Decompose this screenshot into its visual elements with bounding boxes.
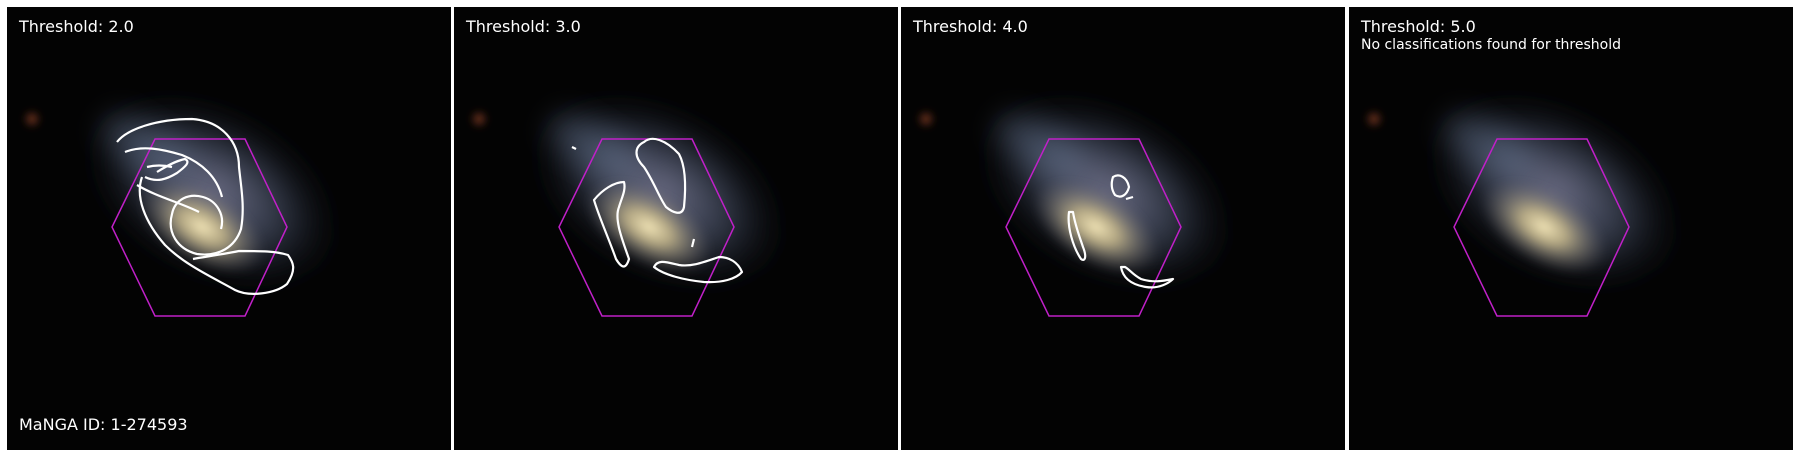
ifu-hexagon	[111, 138, 288, 317]
threshold-label: Threshold: 4.0	[913, 17, 1028, 36]
ifu-hexagon	[558, 138, 735, 317]
ifu-hexagon	[1005, 138, 1182, 317]
panel-threshold-2: Threshold: 2.0 MaNGA ID: 1-274593	[7, 7, 451, 450]
threshold-label: Threshold: 2.0	[19, 17, 134, 36]
galaxy-image	[1349, 7, 1793, 450]
galaxy-image	[901, 7, 1345, 450]
manga-id-label: MaNGA ID: 1-274593	[19, 415, 188, 434]
galaxy-image	[454, 7, 898, 450]
panel-threshold-3: Threshold: 3.0	[454, 7, 898, 450]
contour-lines	[116, 117, 295, 295]
galaxy-image	[7, 7, 451, 450]
threshold-note: No classifications found for threshold	[1361, 37, 1621, 53]
contour-lines	[1067, 174, 1175, 289]
panel-threshold-5: Threshold: 5.0 No classifications found …	[1349, 7, 1793, 450]
panel-threshold-4: Threshold: 4.0	[901, 7, 1345, 450]
contour-lines	[571, 137, 744, 284]
ifu-hexagon	[1453, 138, 1630, 317]
threshold-label: Threshold: 5.0	[1361, 17, 1476, 36]
threshold-label: Threshold: 3.0	[466, 17, 581, 36]
